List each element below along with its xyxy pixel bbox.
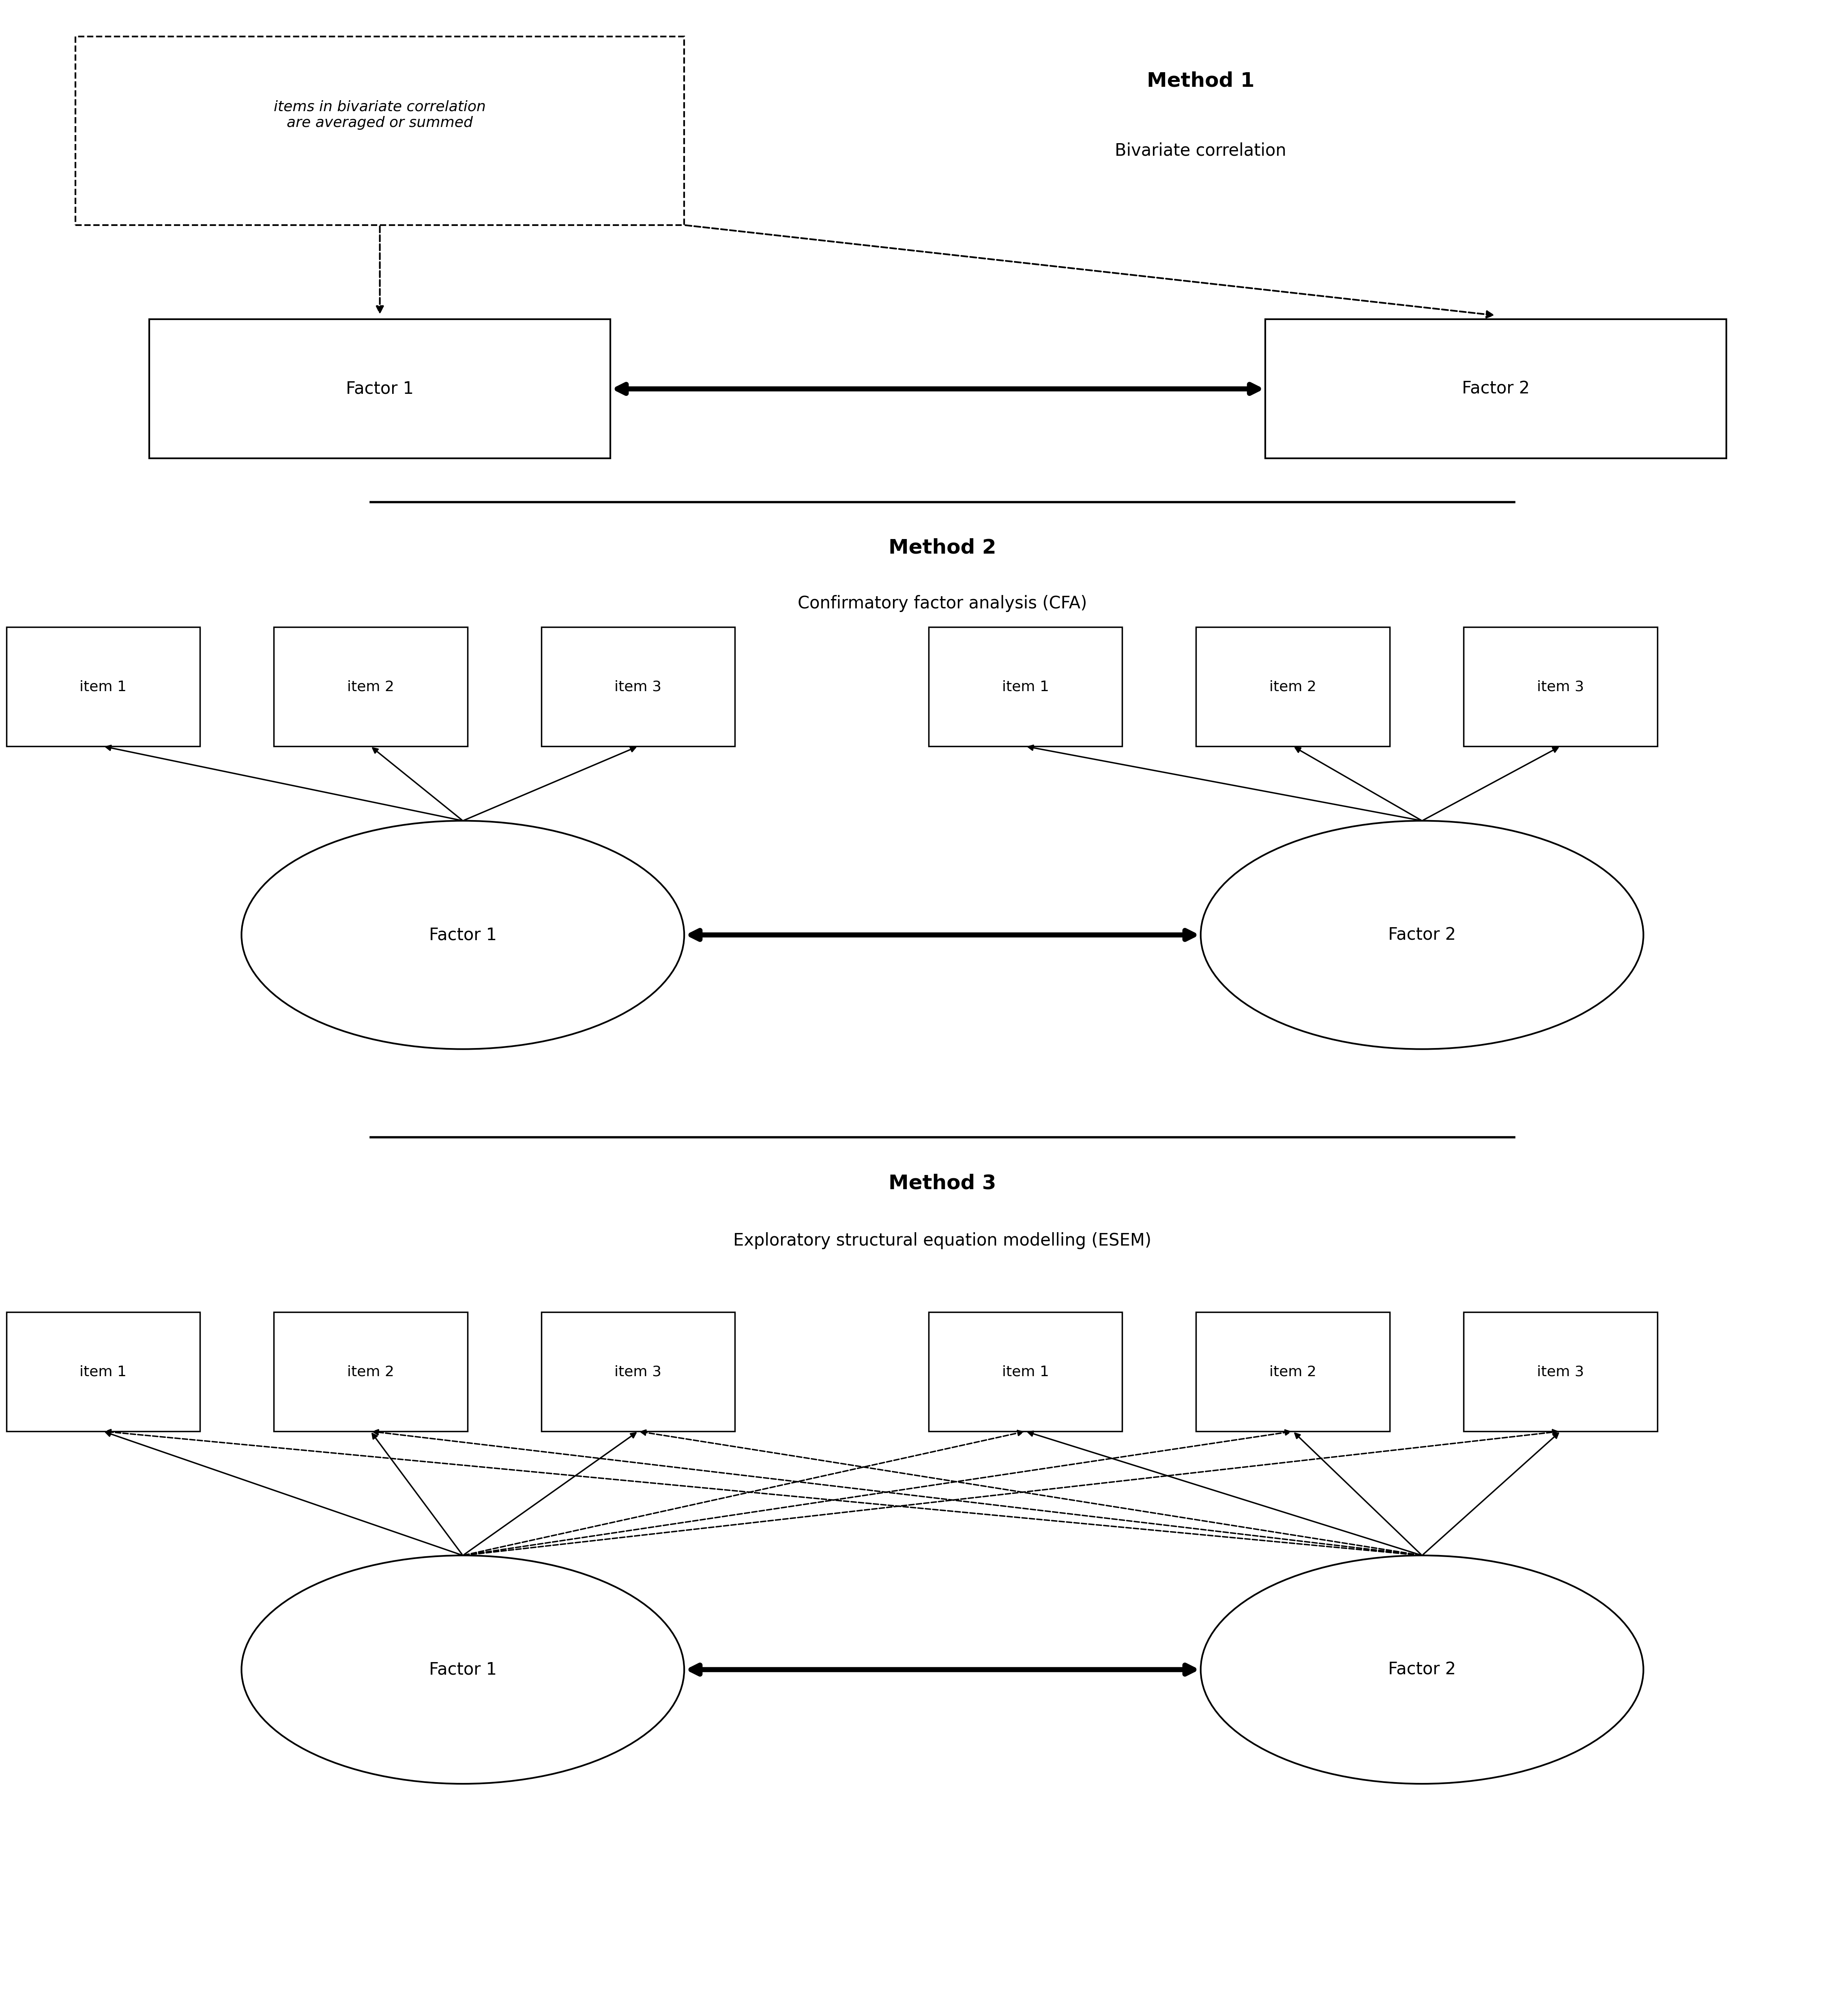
FancyBboxPatch shape xyxy=(1464,627,1658,746)
Text: Factor 1: Factor 1 xyxy=(429,927,497,943)
FancyBboxPatch shape xyxy=(541,1313,736,1432)
FancyBboxPatch shape xyxy=(150,320,610,457)
Text: item 3: item 3 xyxy=(615,1364,662,1378)
FancyBboxPatch shape xyxy=(928,1313,1122,1432)
FancyBboxPatch shape xyxy=(274,1313,468,1432)
FancyBboxPatch shape xyxy=(1266,320,1726,457)
FancyBboxPatch shape xyxy=(1464,1313,1658,1432)
Text: item 3: item 3 xyxy=(615,680,662,694)
Text: item 1: item 1 xyxy=(1002,1364,1050,1378)
Text: Exploratory structural equation modelling (ESEM): Exploratory structural equation modellin… xyxy=(734,1233,1151,1249)
FancyBboxPatch shape xyxy=(274,627,468,746)
FancyBboxPatch shape xyxy=(6,627,200,746)
FancyBboxPatch shape xyxy=(928,627,1122,746)
Text: item 1: item 1 xyxy=(1002,680,1050,694)
Text: Factor 2: Factor 2 xyxy=(1462,380,1530,398)
Text: item 3: item 3 xyxy=(1538,680,1584,694)
Text: item 2: item 2 xyxy=(347,680,394,694)
Text: Confirmatory factor analysis (CFA): Confirmatory factor analysis (CFA) xyxy=(798,595,1087,613)
FancyBboxPatch shape xyxy=(6,1313,200,1432)
FancyBboxPatch shape xyxy=(541,627,736,746)
FancyBboxPatch shape xyxy=(76,36,684,225)
Ellipse shape xyxy=(242,1555,684,1784)
Text: Factor 1: Factor 1 xyxy=(429,1661,497,1679)
Text: Factor 2: Factor 2 xyxy=(1388,1661,1456,1679)
Ellipse shape xyxy=(242,821,684,1048)
Text: item 1: item 1 xyxy=(79,1364,128,1378)
Text: Factor 2: Factor 2 xyxy=(1388,927,1456,943)
FancyBboxPatch shape xyxy=(1196,627,1390,746)
Text: Factor 1: Factor 1 xyxy=(346,380,414,398)
Text: item 2: item 2 xyxy=(1270,680,1316,694)
Ellipse shape xyxy=(1201,1555,1643,1784)
Text: item 1: item 1 xyxy=(79,680,128,694)
Text: Method 1: Method 1 xyxy=(1148,72,1255,91)
Text: Method 2: Method 2 xyxy=(889,537,996,557)
Ellipse shape xyxy=(1201,821,1643,1048)
FancyBboxPatch shape xyxy=(1196,1313,1390,1432)
Text: item 2: item 2 xyxy=(347,1364,394,1378)
Text: Bivariate correlation: Bivariate correlation xyxy=(1114,141,1286,159)
Text: item 2: item 2 xyxy=(1270,1364,1316,1378)
Text: Method 3: Method 3 xyxy=(889,1174,996,1193)
Text: item 3: item 3 xyxy=(1538,1364,1584,1378)
Text: items in bivariate correlation
are averaged or summed: items in bivariate correlation are avera… xyxy=(274,99,486,129)
